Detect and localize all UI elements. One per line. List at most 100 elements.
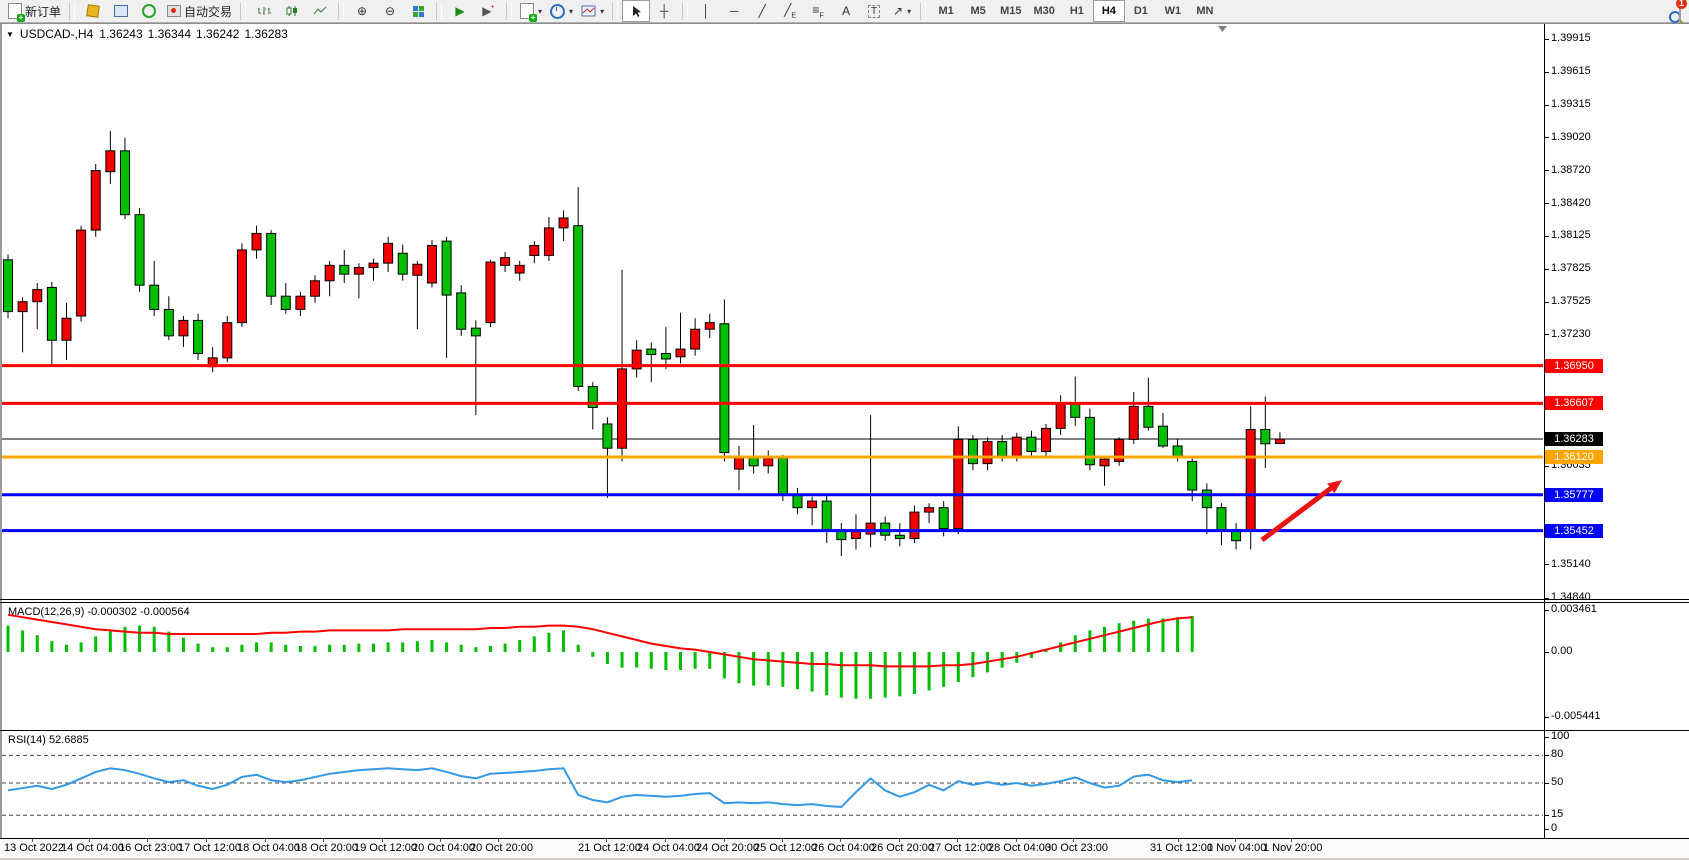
period-button[interactable]: ▾ bbox=[546, 0, 577, 22]
price-level-badge[interactable]: 1.35452 bbox=[1545, 523, 1603, 538]
shift-marker-icon[interactable] bbox=[1218, 26, 1227, 32]
trend-arrow[interactable] bbox=[1260, 480, 1342, 543]
tab-timeframe-h4[interactable]: H4 bbox=[1092, 0, 1125, 22]
pane-separator-line[interactable] bbox=[0, 602, 1689, 603]
candle-body bbox=[178, 319, 189, 337]
toolbar-separator bbox=[682, 2, 689, 20]
candlestick-chart-button[interactable] bbox=[278, 0, 306, 22]
price-axis-label: 1.38125 bbox=[1551, 229, 1591, 242]
bar-chart-button[interactable] bbox=[250, 0, 278, 22]
candlestick-chart-icon bbox=[286, 6, 298, 16]
price-axis-tick bbox=[1544, 465, 1549, 467]
candle-body bbox=[1099, 458, 1110, 467]
chart-shift-button[interactable]: ▶• bbox=[474, 0, 502, 22]
auto-scroll-button[interactable]: ▶ bbox=[446, 0, 474, 22]
price-axis-label: 1.34840 bbox=[1551, 591, 1591, 603]
date-label: 14 Oct 04:00 bbox=[61, 842, 124, 854]
tile-windows-button[interactable] bbox=[404, 0, 432, 22]
candle-body bbox=[1128, 405, 1139, 440]
date-label: 20 Oct 04:00 bbox=[412, 842, 475, 854]
candle-body bbox=[719, 323, 730, 454]
auto-trading-button[interactable]: 自动交易 bbox=[163, 0, 236, 22]
notifications-button[interactable]: 1 bbox=[1676, 0, 1687, 20]
price-level-badge[interactable]: 1.36283 bbox=[1545, 432, 1603, 447]
price-level-badge[interactable]: 1.36950 bbox=[1545, 358, 1603, 373]
date-tick bbox=[382, 839, 383, 842]
macd-axis-tick bbox=[1544, 716, 1549, 718]
date-tick bbox=[724, 839, 725, 842]
text-tool-button[interactable]: A bbox=[832, 0, 860, 22]
date-label: 1 Nov 04:00 bbox=[1207, 842, 1267, 854]
tab-timeframe-h1[interactable]: H1 bbox=[1069, 5, 1084, 17]
notification-badge: 1 bbox=[1676, 0, 1687, 9]
horizontal-line-tool-button[interactable]: ─ bbox=[720, 0, 748, 22]
candle-body bbox=[529, 245, 540, 256]
chevron-down-icon[interactable]: ▼ bbox=[6, 29, 14, 39]
candle-body bbox=[46, 286, 57, 341]
date-label: 24 Oct 04:00 bbox=[637, 842, 700, 854]
candle-body bbox=[558, 217, 569, 229]
tab-timeframe-m30[interactable]: M30 bbox=[1033, 5, 1055, 17]
crosshair-tool-button[interactable]: ┼ bbox=[650, 0, 678, 22]
text-label-tool-button[interactable]: T bbox=[860, 0, 888, 22]
candle-body bbox=[251, 232, 262, 251]
date-tick bbox=[440, 839, 441, 842]
candle-body bbox=[807, 500, 818, 509]
date-tick bbox=[32, 839, 33, 842]
rsi-axis-tick bbox=[1544, 736, 1549, 738]
new-order-icon: + bbox=[8, 3, 25, 22]
candle-body bbox=[134, 214, 145, 286]
candle-body bbox=[1011, 436, 1022, 457]
tab-timeframe-w1[interactable]: W1 bbox=[1164, 5, 1182, 17]
line-chart-button[interactable] bbox=[306, 0, 334, 22]
arrows-tool-button[interactable]: ↗ ▾ bbox=[888, 0, 916, 22]
data-window-button[interactable] bbox=[107, 0, 135, 22]
candle-body bbox=[1041, 427, 1052, 453]
price-level-badge[interactable]: 1.35777 bbox=[1545, 487, 1603, 502]
tab-timeframe-m15[interactable]: M15 bbox=[1000, 5, 1022, 17]
zoom-in-button[interactable]: ⊕ bbox=[348, 0, 376, 22]
template-button[interactable]: ▾ bbox=[577, 0, 608, 22]
rsi-axis-label: 100 bbox=[1551, 730, 1570, 742]
candle-body bbox=[997, 441, 1008, 457]
new-order-button[interactable]: + 新订单 bbox=[4, 0, 65, 22]
vertical-line-tool-button[interactable]: │ bbox=[692, 0, 720, 22]
price-level-badge[interactable]: 1.36607 bbox=[1545, 396, 1603, 411]
date-label: 26 Oct 04:00 bbox=[812, 842, 875, 854]
channel-tool-button[interactable]: ╱E bbox=[776, 0, 804, 22]
chart-title: ▼ USDCAD-,H4 1.36243 1.36344 1.36242 1.3… bbox=[6, 27, 288, 41]
pane-separator-line[interactable] bbox=[0, 599, 1689, 600]
cursor-tool-button[interactable] bbox=[622, 0, 651, 22]
rsi-line bbox=[7, 767, 1193, 808]
trendline-tool-button[interactable]: ╱ bbox=[748, 0, 776, 22]
price-axis-label: 1.37825 bbox=[1551, 262, 1591, 275]
candle-body bbox=[763, 457, 774, 467]
tab-timeframe-m5[interactable]: M5 bbox=[970, 5, 986, 17]
pane-separator-line[interactable] bbox=[0, 730, 1689, 731]
candle-body bbox=[324, 264, 335, 282]
candle-body bbox=[631, 349, 642, 370]
date-label: 26 Oct 20:00 bbox=[871, 842, 934, 854]
chevron-down-icon: ▾ bbox=[600, 6, 605, 16]
macd-values: -0.000302 -0.000564 bbox=[87, 606, 190, 618]
candle-body bbox=[617, 368, 628, 449]
zoom-out-button[interactable]: ⊖ bbox=[376, 0, 404, 22]
candle-body bbox=[909, 511, 920, 540]
fibonacci-tool-button[interactable]: ≡F bbox=[804, 0, 832, 22]
signal-icon bbox=[142, 4, 157, 18]
candle-body bbox=[1274, 438, 1285, 444]
candle-body bbox=[543, 227, 554, 256]
new-chart-button[interactable]: + ▾ bbox=[516, 0, 546, 22]
date-label: 20 Oct 20:00 bbox=[470, 842, 533, 854]
price-level-badge[interactable]: 1.36120 bbox=[1545, 450, 1603, 464]
tab-timeframe-mn[interactable]: MN bbox=[1196, 5, 1214, 17]
candle-body bbox=[734, 457, 744, 470]
price-axis-tick bbox=[1544, 104, 1549, 106]
tab-timeframe-d1[interactable]: D1 bbox=[1133, 5, 1148, 17]
date-label: 17 Oct 12:00 bbox=[178, 842, 241, 854]
signal-button[interactable] bbox=[135, 0, 163, 22]
time-axis[interactable] bbox=[0, 839, 1689, 860]
tab-timeframe-m1[interactable]: M1 bbox=[938, 5, 954, 17]
cursor-arrow-icon bbox=[632, 5, 641, 17]
